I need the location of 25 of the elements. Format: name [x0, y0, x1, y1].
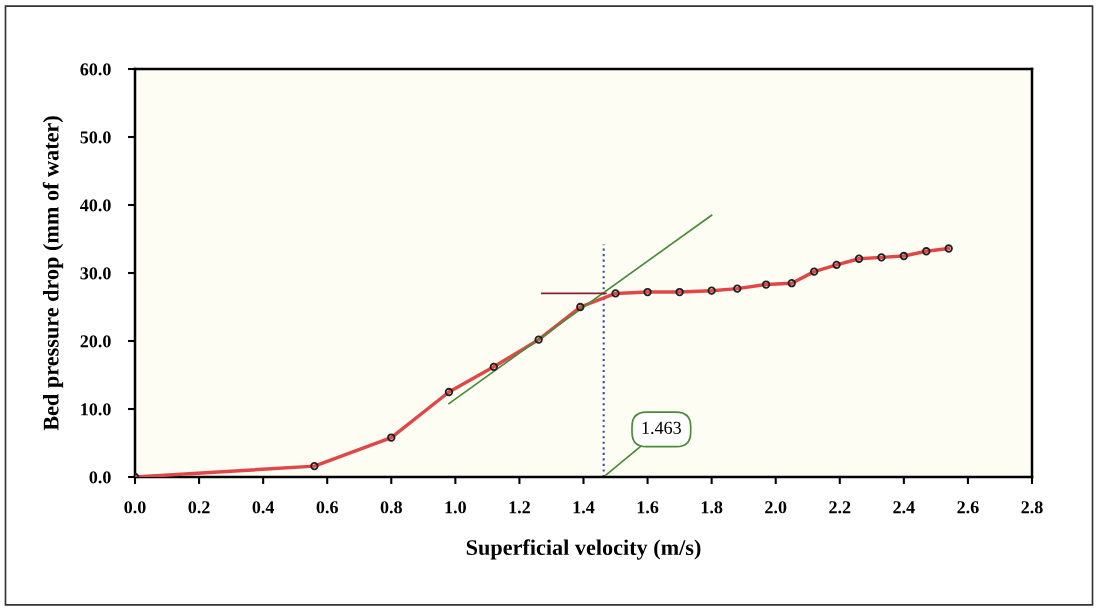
x-tick-label: 2.2: [829, 501, 851, 514]
x-tick-label: 0.2: [188, 501, 210, 514]
y-tick-label: 0.0: [89, 471, 111, 484]
x-tick-label: 2.6: [957, 501, 979, 514]
x-tick-label: 1.2: [509, 501, 530, 514]
x-tick-label: 2.4: [893, 501, 915, 514]
y-tick-label: 50.0: [80, 131, 111, 144]
annotation: 1.463: [642, 421, 681, 434]
x-tick-label: 0.8: [380, 501, 402, 514]
x-tick-label: 0.6: [316, 501, 338, 514]
x-tick-label: 2.0: [765, 501, 787, 514]
x-tick-label: 2.8: [1021, 501, 1043, 514]
x-tick-label: 1.8: [701, 501, 723, 514]
x-tick-label: 0.4: [252, 501, 275, 514]
y-axis-title: Bed pressure drop (mm of water): [42, 116, 64, 431]
x-tick-label: 0.0: [124, 501, 146, 514]
x-axis-title: Superficial velocity (m/s): [466, 539, 701, 560]
y-tick-label: 20.0: [80, 335, 111, 348]
y-tick-label: 40.0: [80, 199, 111, 212]
x-tick-label: 1.0: [445, 501, 466, 514]
y-tick-label: 30.0: [80, 267, 111, 280]
y-tick-label: 10.0: [81, 403, 111, 416]
x-tick-label: 1.4: [573, 501, 595, 514]
y-tick-label: 60.0: [80, 63, 111, 76]
x-tick-label: 1.6: [637, 501, 659, 514]
